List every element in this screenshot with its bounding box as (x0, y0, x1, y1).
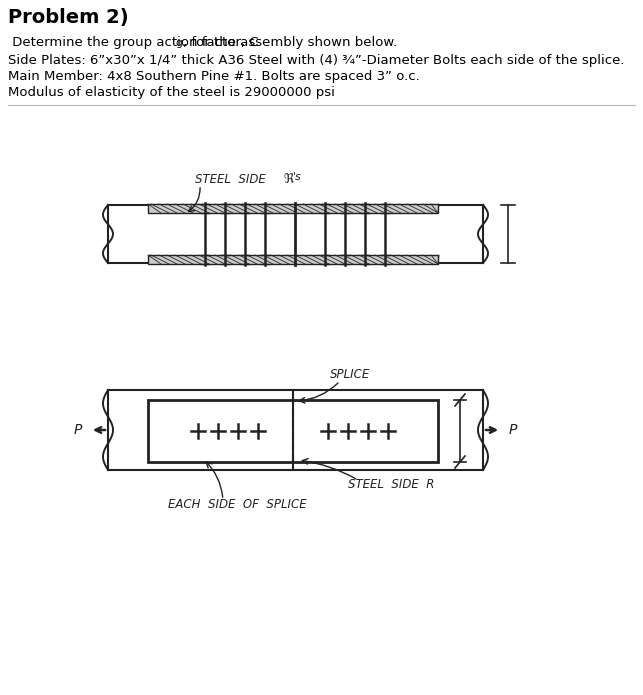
Bar (108, 205, 483, 263)
Text: Determine the group action factor, C: Determine the group action factor, C (8, 36, 258, 49)
Bar (148, 400, 438, 462)
Text: STEEL  SIDE  R: STEEL SIDE R (348, 478, 435, 491)
Text: P: P (509, 423, 517, 437)
Text: Problem 2): Problem 2) (8, 8, 129, 27)
Text: , for the assembly shown below.: , for the assembly shown below. (183, 36, 397, 49)
Text: STEEL  SIDE: STEEL SIDE (195, 173, 273, 186)
Text: Side Plates: 6”x30”x 1/4” thick A36 Steel with (4) ¾”-Diameter Bolts each side o: Side Plates: 6”x30”x 1/4” thick A36 Stee… (8, 54, 624, 67)
Text: g: g (175, 38, 181, 48)
Bar (108, 390, 483, 470)
Text: SPLICE: SPLICE (330, 368, 370, 381)
Bar (148, 204, 438, 213)
Bar (148, 255, 438, 264)
Text: Main Member: 4x8 Southern Pine #1. Bolts are spaced 3” o.c.: Main Member: 4x8 Southern Pine #1. Bolts… (8, 70, 420, 83)
Text: Modulus of elasticity of the steel is 29000000 psi: Modulus of elasticity of the steel is 29… (8, 86, 335, 99)
Text: EACH  SIDE  OF  SPLICE: EACH SIDE OF SPLICE (168, 498, 307, 511)
Text: ℜ: ℜ (283, 173, 293, 186)
Text: 's: 's (293, 172, 302, 182)
Text: P: P (74, 423, 82, 437)
